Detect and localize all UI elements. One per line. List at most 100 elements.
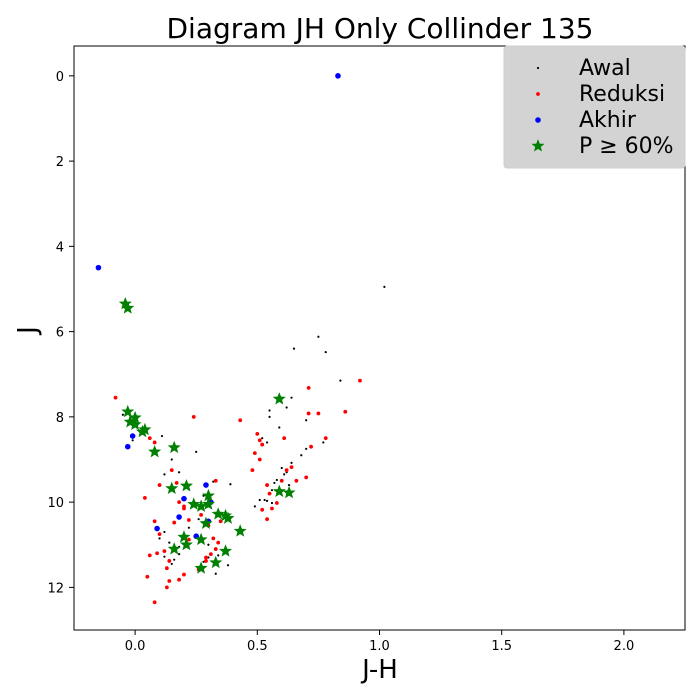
data-point — [186, 537, 191, 542]
data-point — [211, 536, 216, 541]
data-point — [252, 451, 257, 455]
data-point — [165, 481, 179, 494]
data-point — [135, 424, 149, 438]
data-point — [168, 541, 171, 544]
data-point — [182, 572, 186, 577]
data-point — [182, 506, 186, 511]
data-point — [164, 585, 169, 590]
data-point — [339, 379, 342, 382]
data-point — [163, 555, 166, 558]
data-point — [260, 507, 265, 512]
data-point — [238, 418, 243, 423]
y-tick-label: 0 — [56, 70, 64, 85]
data-point — [177, 471, 181, 474]
data-point — [177, 530, 191, 543]
data-point — [170, 458, 173, 461]
data-point — [383, 285, 386, 288]
data-point — [272, 484, 286, 497]
data-point — [173, 558, 176, 561]
data-point — [267, 491, 272, 496]
data-point — [177, 500, 181, 505]
y-tick-label: 6 — [56, 326, 64, 341]
data-point — [191, 414, 196, 419]
data-point — [167, 440, 181, 454]
data-point — [208, 552, 213, 557]
data-point — [221, 511, 235, 524]
data-point — [177, 577, 181, 582]
data-point — [229, 483, 232, 486]
data-point — [290, 461, 293, 464]
data-point — [157, 483, 162, 487]
y-tick-label: 12 — [47, 581, 64, 596]
data-point — [194, 532, 208, 546]
data-point — [261, 437, 264, 440]
data-point — [322, 441, 325, 444]
data-point — [179, 479, 193, 492]
data-point — [289, 465, 294, 470]
data-point — [323, 436, 328, 441]
data-point — [358, 378, 362, 383]
data-point — [265, 499, 269, 502]
data-point — [148, 445, 162, 458]
chart-title: Diagram JH Only Collinder 135 — [167, 12, 594, 45]
x-tick-label: 1.0 — [369, 639, 390, 654]
data-point — [265, 441, 269, 444]
data-point — [163, 473, 166, 476]
data-point — [270, 501, 274, 505]
legend-label: Reduksi — [579, 82, 665, 107]
data-point — [95, 264, 102, 271]
data-point — [199, 516, 213, 529]
legend-box — [503, 45, 686, 169]
data-point — [275, 478, 278, 482]
data-point — [131, 439, 134, 442]
data-point — [207, 556, 210, 559]
data-point — [167, 579, 172, 583]
data-point — [194, 561, 208, 574]
data-point — [316, 411, 321, 416]
data-point — [305, 419, 308, 422]
data-point — [255, 432, 260, 436]
data-point — [199, 513, 203, 517]
data-point — [187, 497, 201, 510]
data-point — [179, 537, 193, 551]
x-tick-label: 2.0 — [614, 639, 635, 654]
data-point — [201, 497, 215, 510]
legend-label: Akhir — [579, 108, 637, 133]
data-point — [169, 468, 174, 473]
x-tick-label: 0.0 — [125, 639, 146, 654]
legend-marker — [536, 92, 540, 96]
data-point — [154, 525, 160, 532]
data-point — [157, 532, 162, 536]
data-point — [164, 566, 169, 571]
data-point — [282, 436, 287, 441]
series-3 — [118, 297, 296, 574]
data-point — [305, 447, 308, 450]
data-point — [176, 514, 182, 520]
data-point — [263, 498, 266, 502]
y-tick-label: 10 — [47, 496, 64, 511]
data-points — [95, 73, 386, 605]
data-point — [186, 518, 191, 522]
data-point — [273, 481, 276, 485]
data-point — [121, 413, 124, 416]
data-point — [163, 530, 166, 534]
data-point — [335, 73, 341, 79]
y-axis-label: J — [13, 326, 43, 336]
data-point — [258, 498, 261, 502]
data-point — [142, 495, 147, 500]
data-point — [274, 501, 279, 505]
data-point — [282, 485, 296, 499]
data-point — [129, 433, 136, 439]
data-point — [226, 564, 230, 567]
data-point — [292, 347, 296, 350]
legend-label: Awal — [579, 56, 631, 81]
data-point — [177, 553, 181, 556]
data-point — [290, 396, 293, 399]
legend-marker — [536, 66, 540, 70]
data-point — [268, 409, 271, 412]
y-tick-label: 2 — [56, 155, 64, 170]
series-0 — [121, 285, 386, 575]
data-point — [257, 457, 262, 462]
